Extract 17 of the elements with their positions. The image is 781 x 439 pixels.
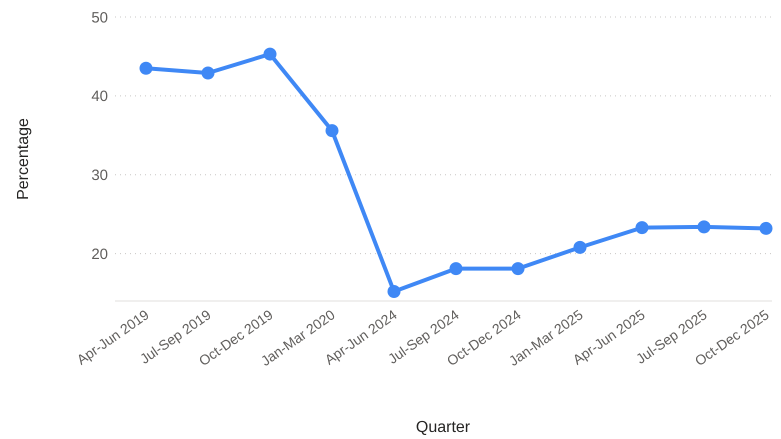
y-tick-label: 50 [91,9,108,26]
point [450,262,462,276]
y-tick-label: 30 [91,167,108,184]
point [574,240,586,254]
point [636,221,648,234]
x-axis-title: Quarter [416,419,471,436]
y-axis-title: Percentage [15,118,32,200]
point [264,48,276,61]
point [760,222,772,235]
point [326,124,338,138]
point [388,285,400,298]
point [512,262,524,276]
point [698,220,710,234]
y-tick-label: 40 [91,88,108,106]
y-tick-label: 20 [91,246,108,263]
point [140,62,152,75]
point [202,66,214,80]
